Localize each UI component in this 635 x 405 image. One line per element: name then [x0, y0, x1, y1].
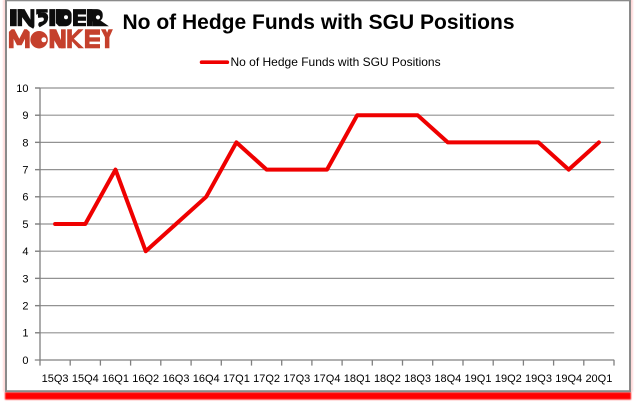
svg-text:4: 4	[22, 246, 28, 258]
svg-text:19Q4: 19Q4	[555, 373, 582, 385]
svg-text:19Q1: 19Q1	[465, 373, 492, 385]
svg-text:5: 5	[22, 219, 28, 231]
svg-text:15Q3: 15Q3	[42, 373, 69, 385]
svg-text:7: 7	[22, 165, 28, 177]
svg-text:16Q4: 16Q4	[193, 373, 220, 385]
svg-text:8: 8	[22, 137, 28, 149]
svg-text:20Q1: 20Q1	[585, 373, 612, 385]
svg-text:18Q4: 18Q4	[434, 373, 461, 385]
svg-text:16Q2: 16Q2	[132, 373, 159, 385]
svg-text:17Q1: 17Q1	[223, 373, 250, 385]
svg-text:1: 1	[22, 328, 28, 340]
svg-text:2: 2	[22, 301, 28, 313]
svg-text:17Q3: 17Q3	[283, 373, 310, 385]
svg-text:19Q3: 19Q3	[525, 373, 552, 385]
svg-text:3: 3	[22, 273, 28, 285]
svg-text:18Q1: 18Q1	[344, 373, 371, 385]
svg-text:15Q4: 15Q4	[72, 373, 99, 385]
svg-text:16Q3: 16Q3	[163, 373, 190, 385]
svg-text:19Q2: 19Q2	[495, 373, 522, 385]
svg-text:6: 6	[22, 192, 28, 204]
svg-text:18Q2: 18Q2	[374, 373, 401, 385]
svg-text:10: 10	[16, 83, 28, 95]
svg-text:17Q4: 17Q4	[314, 373, 341, 385]
svg-text:No of Hedge Funds with SGU Pos: No of Hedge Funds with SGU Positions	[123, 11, 515, 34]
svg-text:18Q3: 18Q3	[404, 373, 431, 385]
svg-text:17Q2: 17Q2	[253, 373, 280, 385]
svg-text:No of Hedge Funds with SGU Pos: No of Hedge Funds with SGU Positions	[231, 55, 441, 69]
svg-text:9: 9	[22, 110, 28, 122]
svg-text:16Q1: 16Q1	[102, 373, 129, 385]
svg-text:0: 0	[22, 355, 28, 367]
